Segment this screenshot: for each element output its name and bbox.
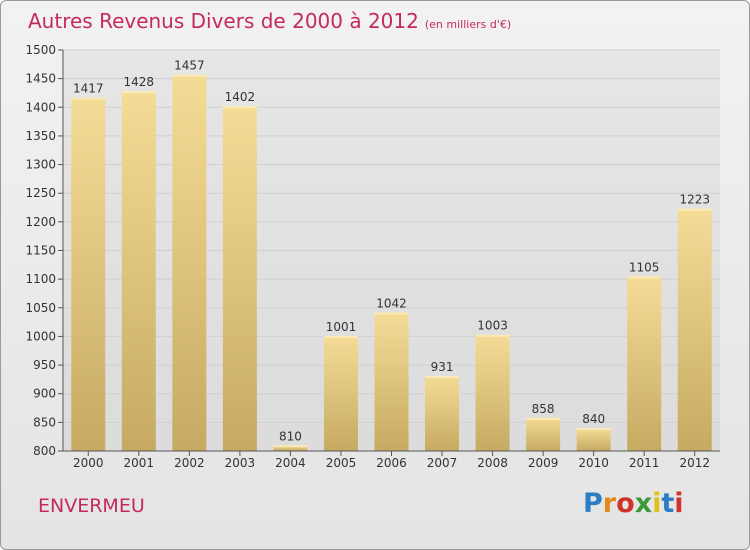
bar-layer: 1417 1428 1457 1402 810 1001 1042 931 1003 858 840… — [71, 59, 712, 451]
x-tick-label: 2009 — [528, 456, 559, 470]
x-tick-label: 2003 — [225, 456, 256, 470]
bar — [374, 312, 409, 451]
title-subtitle: (en milliers d'€) — [424, 18, 512, 31]
logo-letter: o — [616, 488, 635, 519]
logo-letter: t — [661, 488, 675, 519]
y-tick-label: 1350 — [25, 129, 56, 143]
bar-value-label: 1003 — [477, 319, 508, 333]
bar-value-label: 1001 — [326, 320, 357, 334]
bar-highlight — [121, 91, 156, 94]
x-tick-label: 2000 — [73, 456, 104, 470]
logo-letter: i — [674, 488, 684, 519]
bar — [222, 106, 257, 451]
bar — [627, 276, 662, 451]
bar-value-label: 810 — [279, 429, 302, 443]
bar-value-label: 1223 — [679, 193, 710, 207]
y-tick-label: 1400 — [25, 100, 56, 114]
x-tick-label: 2012 — [679, 456, 710, 470]
y-tick-label: 1050 — [25, 301, 56, 315]
x-tick-label: 2005 — [326, 456, 357, 470]
y-tick-label: 1500 — [25, 43, 56, 57]
bar — [323, 335, 358, 451]
x-tick-label: 2006 — [376, 456, 407, 470]
bar-value-label: 1402 — [225, 90, 256, 104]
bar-highlight — [677, 208, 712, 211]
y-tick-label: 1450 — [25, 72, 56, 86]
bar — [576, 428, 611, 451]
proxiti-logo[interactable]: Proxiti — [583, 488, 684, 519]
bar — [121, 91, 156, 451]
logo-letter: i — [652, 488, 662, 519]
y-tick-label: 850 — [33, 415, 56, 429]
x-tick-label: 2002 — [174, 456, 205, 470]
logo-letter: r — [602, 488, 617, 519]
bar-highlight — [526, 417, 561, 420]
y-tick-label: 800 — [33, 444, 56, 458]
bar-value-label: 931 — [431, 360, 454, 374]
x-tick-label: 2004 — [275, 456, 306, 470]
y-tick-label: 1000 — [25, 329, 56, 343]
y-tick-label: 900 — [33, 387, 56, 401]
bar-value-label: 1105 — [629, 260, 660, 274]
axis-layer: 800 850 900 950 1000 1050 1100 1150 1200 1250 1300… — [25, 43, 720, 470]
y-tick-label: 1300 — [25, 158, 56, 172]
y-tick-label: 950 — [33, 358, 56, 372]
bar — [475, 334, 510, 451]
bar-highlight — [576, 428, 611, 431]
bar-highlight — [425, 375, 460, 378]
bar — [425, 375, 460, 451]
y-tick-label: 1200 — [25, 215, 56, 229]
bar-value-label: 840 — [582, 412, 605, 426]
bar — [71, 97, 106, 451]
x-tick-label: 2007 — [427, 456, 458, 470]
bar-value-label: 1042 — [376, 296, 407, 310]
bar — [172, 74, 207, 451]
x-tick-label: 2011 — [629, 456, 660, 470]
bar-highlight — [172, 74, 207, 77]
bar-highlight — [475, 334, 510, 337]
x-tick-label: 2001 — [124, 456, 155, 470]
bar — [273, 445, 308, 451]
y-tick-label: 1250 — [25, 186, 56, 200]
bar-highlight — [71, 97, 106, 100]
bar-highlight — [374, 312, 409, 315]
bar-value-label: 858 — [532, 402, 555, 416]
y-tick-label: 1100 — [25, 272, 56, 286]
logo-letter: x — [634, 488, 653, 519]
logo-letter: P — [583, 488, 603, 519]
bar — [677, 208, 712, 451]
chart-title: Autres Revenus Divers de 2000 à 2012 (en … — [28, 9, 511, 33]
x-tick-label: 2010 — [578, 456, 609, 470]
bar — [526, 417, 561, 451]
bar-highlight — [222, 106, 257, 109]
x-tick-label: 2008 — [477, 456, 508, 470]
y-tick-label: 1150 — [25, 244, 56, 258]
bar-highlight — [323, 335, 358, 338]
title-text: Autres Revenus Divers de 2000 à 2012 — [28, 9, 419, 33]
bar-value-label: 1417 — [73, 82, 104, 96]
bar-value-label: 1428 — [124, 75, 155, 89]
bar-value-label: 1457 — [174, 59, 205, 73]
bar-highlight — [273, 445, 308, 448]
town-name: ENVERMEU — [38, 495, 145, 517]
bar-highlight — [627, 276, 662, 279]
